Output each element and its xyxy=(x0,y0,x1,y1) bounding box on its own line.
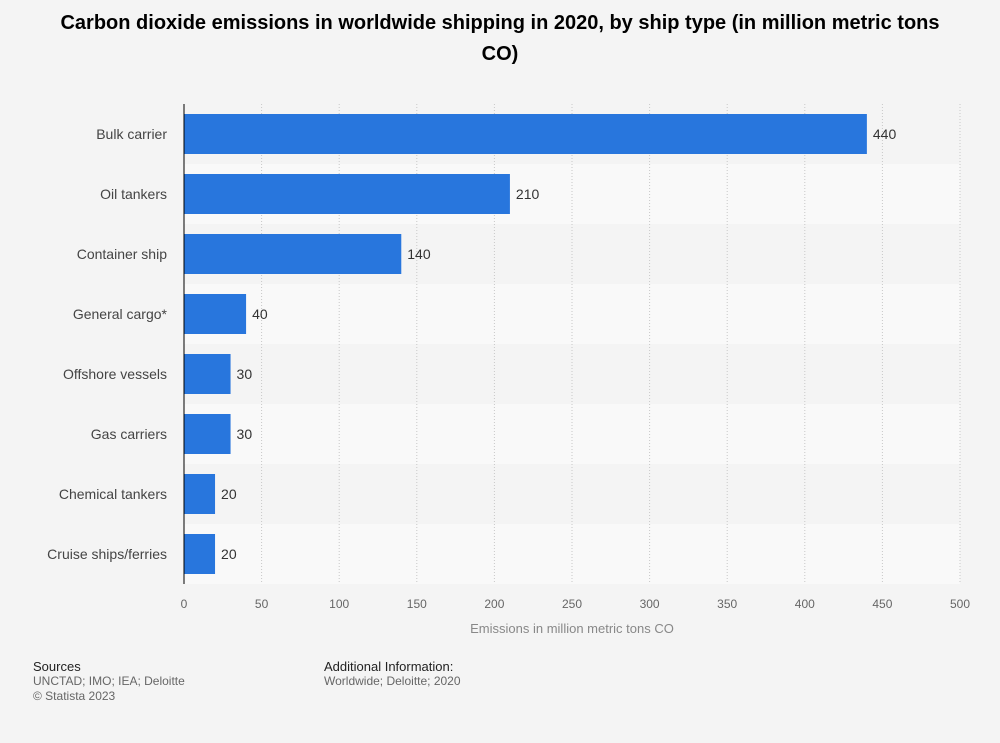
x-axis-title: Emissions in million metric tons CO xyxy=(470,621,674,636)
additional-info-text: Worldwide; Deloitte; 2020 xyxy=(324,674,461,688)
x-tick-label: 450 xyxy=(872,597,892,611)
bars xyxy=(184,114,867,574)
category-label: Gas carriers xyxy=(91,426,167,442)
value-label: 210 xyxy=(516,186,540,202)
category-label: Cruise ships/ferries xyxy=(47,546,167,562)
value-label: 30 xyxy=(237,366,253,382)
additional-info-heading: Additional Information: xyxy=(324,659,454,674)
bar xyxy=(184,534,216,574)
value-label: 440 xyxy=(873,126,897,142)
sources-heading: Sources xyxy=(33,659,81,674)
bar xyxy=(184,114,867,154)
category-label: Chemical tankers xyxy=(59,486,167,502)
x-tick-label: 350 xyxy=(717,597,737,611)
value-label: 20 xyxy=(221,486,237,502)
x-tick-label: 150 xyxy=(407,597,427,611)
value-label: 20 xyxy=(221,546,237,562)
copyright-line: © Statista 2023 xyxy=(33,689,116,703)
additional-info-block: Additional Information: Worldwide; Deloi… xyxy=(324,659,461,689)
grid-lines xyxy=(261,104,961,584)
category-label: General cargo* xyxy=(73,306,168,322)
bar xyxy=(184,474,216,514)
bar xyxy=(184,294,247,334)
x-tick-label: 300 xyxy=(640,597,660,611)
sources-line: UNCTAD; IMO; IEA; Deloitte xyxy=(33,674,185,688)
x-tick-label: 400 xyxy=(795,597,815,611)
x-tick-label: 500 xyxy=(950,597,970,611)
bar xyxy=(184,414,231,454)
x-tick-label: 0 xyxy=(181,597,188,611)
x-tick-label: 200 xyxy=(484,597,504,611)
category-label: Container ship xyxy=(77,246,167,262)
value-label: 40 xyxy=(252,306,268,322)
value-label: 30 xyxy=(237,426,253,442)
value-labels: 440 210 140 40 30 30 20 20 xyxy=(221,126,896,562)
bar xyxy=(184,234,402,274)
bar xyxy=(184,354,231,394)
bar-chart: Bulk carrier Oil tankers Container ship Gen… xyxy=(47,104,971,636)
value-label: 140 xyxy=(407,246,431,262)
bar xyxy=(184,174,510,214)
category-label: Oil tankers xyxy=(100,186,167,202)
x-tick-label: 100 xyxy=(329,597,349,611)
x-tick-labels: 0 50 100 150 200 250 300 350 400 450 500 xyxy=(181,597,971,611)
chart-title: Carbon dioxide emissions in worldwide sh… xyxy=(60,12,940,65)
sources-block: Sources UNCTAD; IMO; IEA; Deloitte © Sta… xyxy=(33,659,185,704)
category-label: Offshore vessels xyxy=(63,366,167,382)
category-label: Bulk carrier xyxy=(96,126,167,142)
category-labels: Bulk carrier Oil tankers Container ship Gen… xyxy=(47,126,167,562)
x-tick-label: 250 xyxy=(562,597,582,611)
x-tick-label: 50 xyxy=(255,597,269,611)
